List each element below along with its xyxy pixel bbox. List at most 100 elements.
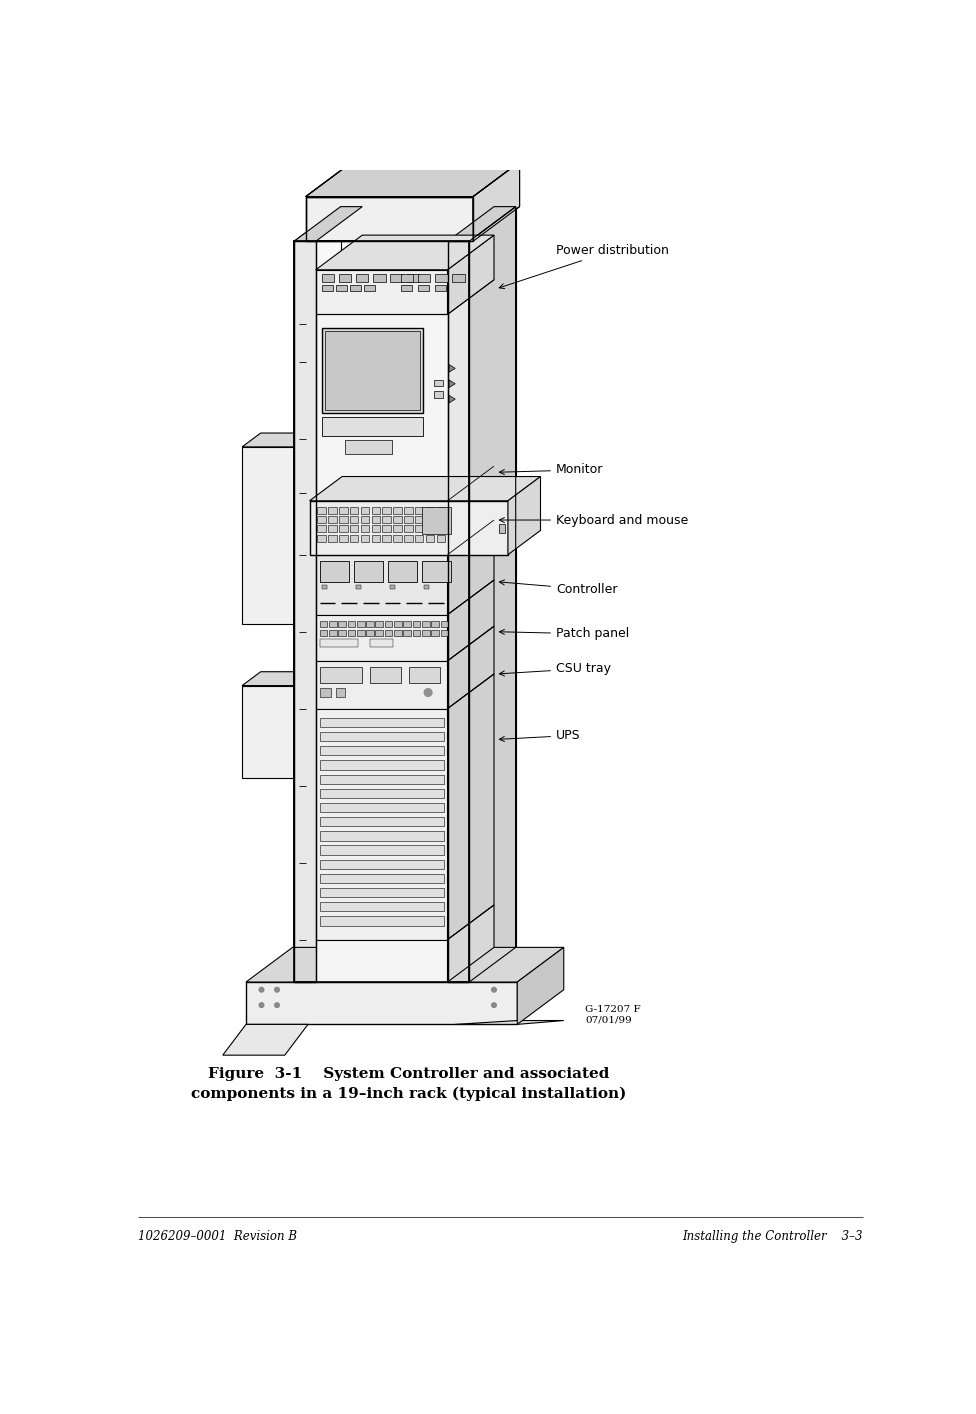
Bar [356, 274, 369, 283]
Bar [328, 508, 337, 513]
Bar [325, 331, 420, 410]
Bar [431, 631, 439, 636]
Bar [356, 585, 361, 588]
Bar [339, 534, 347, 542]
Bar [383, 526, 391, 532]
Polygon shape [473, 163, 519, 242]
Bar [422, 561, 451, 583]
Bar [242, 447, 294, 624]
Bar [401, 274, 414, 283]
Bar [319, 621, 327, 626]
Bar [317, 534, 326, 542]
Bar [413, 621, 421, 626]
Bar [426, 516, 434, 523]
Bar [372, 508, 380, 513]
Bar [372, 534, 380, 542]
Text: components in a 19–inch rack (typical installation): components in a 19–inch rack (typical in… [191, 1086, 627, 1102]
Bar [319, 747, 444, 755]
Bar [329, 621, 337, 626]
Bar [418, 286, 428, 291]
Polygon shape [449, 396, 455, 403]
Bar [319, 803, 444, 812]
Bar [347, 631, 355, 636]
Text: Controller: Controller [500, 580, 618, 595]
Bar [361, 534, 369, 542]
Polygon shape [448, 206, 515, 242]
Text: Monitor: Monitor [500, 464, 603, 477]
Circle shape [260, 1003, 264, 1007]
Text: 1026209–0001  Revision B: 1026209–0001 Revision B [138, 1230, 297, 1243]
Bar [370, 667, 401, 683]
Polygon shape [448, 905, 494, 983]
Bar [372, 516, 380, 523]
Bar [319, 761, 444, 769]
Circle shape [492, 1003, 497, 1007]
Bar [376, 621, 384, 626]
Bar [322, 585, 327, 588]
Polygon shape [309, 477, 541, 501]
Bar [316, 940, 448, 983]
Text: Installing the Controller    3–3: Installing the Controller 3–3 [682, 1230, 863, 1243]
Bar [426, 508, 434, 513]
Bar [246, 983, 517, 1024]
Polygon shape [242, 433, 312, 447]
Polygon shape [448, 626, 494, 708]
Bar [316, 708, 448, 940]
Text: CSU tray: CSU tray [500, 662, 611, 676]
Bar [394, 621, 402, 626]
Text: G-17207 F
07/01/99: G-17207 F 07/01/99 [586, 1005, 641, 1025]
Polygon shape [242, 672, 312, 686]
Bar [383, 508, 391, 513]
Bar [436, 516, 445, 523]
Bar [319, 916, 444, 926]
Bar [404, 526, 413, 532]
Circle shape [492, 987, 497, 993]
Bar [319, 888, 444, 896]
Polygon shape [294, 947, 515, 983]
Bar [294, 242, 469, 983]
Bar [422, 631, 429, 636]
Bar [329, 631, 337, 636]
Text: Keyboard and mouse: Keyboard and mouse [500, 513, 688, 526]
Bar [349, 516, 358, 523]
Bar [319, 687, 331, 697]
Polygon shape [305, 163, 519, 197]
Bar [433, 392, 443, 397]
Polygon shape [305, 197, 473, 242]
Text: Figure  3-1    System Controller and associated: Figure 3-1 System Controller and associa… [208, 1068, 609, 1082]
Bar [404, 516, 413, 523]
Bar [418, 274, 430, 283]
Bar [426, 534, 434, 542]
Bar [394, 631, 402, 636]
Polygon shape [223, 1024, 308, 1055]
Bar [322, 274, 335, 283]
Polygon shape [316, 235, 494, 270]
Bar [436, 526, 445, 532]
Circle shape [260, 987, 264, 993]
Bar [436, 508, 445, 513]
Bar [393, 516, 402, 523]
Polygon shape [508, 477, 541, 554]
Bar [390, 585, 395, 588]
Bar [309, 501, 508, 554]
Bar [403, 621, 411, 626]
Bar [317, 526, 326, 532]
Bar [448, 242, 469, 983]
Bar [357, 621, 365, 626]
Bar [319, 631, 327, 636]
Bar [401, 286, 412, 291]
Bar [328, 526, 337, 532]
Bar [322, 328, 423, 413]
Circle shape [274, 987, 279, 993]
Bar [364, 286, 375, 291]
Bar [316, 615, 448, 660]
Text: UPS: UPS [500, 730, 581, 742]
Bar [339, 516, 347, 523]
Bar [347, 621, 355, 626]
Bar [339, 631, 346, 636]
Bar [361, 516, 369, 523]
Bar [435, 274, 448, 283]
Bar [370, 639, 393, 648]
Bar [440, 621, 448, 626]
Polygon shape [517, 947, 564, 1024]
